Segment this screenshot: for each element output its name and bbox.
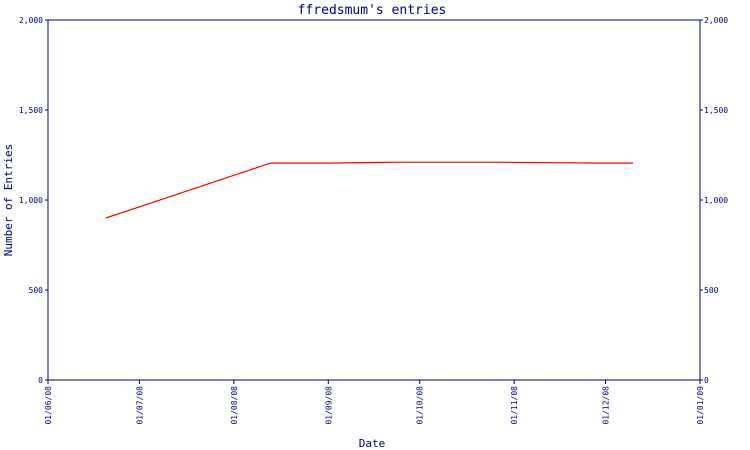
x-axis: 01/06/08 01/07/08 01/08/08 01/09/08 01/10/08… [44, 380, 705, 425]
left-y-axis: 0 500 1,000 1,500 2,000 [19, 16, 48, 385]
x-tick-label: 01/07/08 [135, 386, 144, 425]
x-tick-label: 01/09/08 [324, 386, 333, 425]
y-tick-label: 0 [38, 376, 43, 385]
y-right-tick-label: 2,000 [704, 16, 728, 25]
y-tick-label: 1,000 [19, 196, 43, 205]
plot-frame [47, 19, 701, 381]
x-tick-label: 01/10/08 [416, 386, 425, 425]
x-axis-title: Date [359, 437, 386, 450]
x-tick-label: 01/06/08 [44, 386, 53, 425]
y-right-tick-label: 0 [704, 376, 709, 385]
x-tick-label: 01/01/09 [696, 386, 705, 425]
y-axis-title: Number of Entries [2, 144, 15, 257]
y-right-tick-label: 1,500 [704, 106, 728, 115]
y-right-tick-label: 500 [704, 286, 719, 295]
y-right-tick-label: 1,000 [704, 196, 728, 205]
y-tick-label: 2,000 [19, 16, 43, 25]
y-tick-label: 500 [29, 286, 44, 295]
chart-title: ffredsmum's entries [298, 3, 447, 18]
series-group [105, 161, 633, 219]
right-y-axis: 0 500 1,000 1,500 2,000 [700, 16, 728, 385]
x-tick-label: 01/11/08 [510, 386, 519, 425]
x-tick-label: 01/08/08 [230, 386, 239, 425]
y-tick-label: 1,500 [19, 106, 43, 115]
series-line [105, 161, 633, 219]
x-tick-label: 01/12/08 [602, 386, 611, 425]
